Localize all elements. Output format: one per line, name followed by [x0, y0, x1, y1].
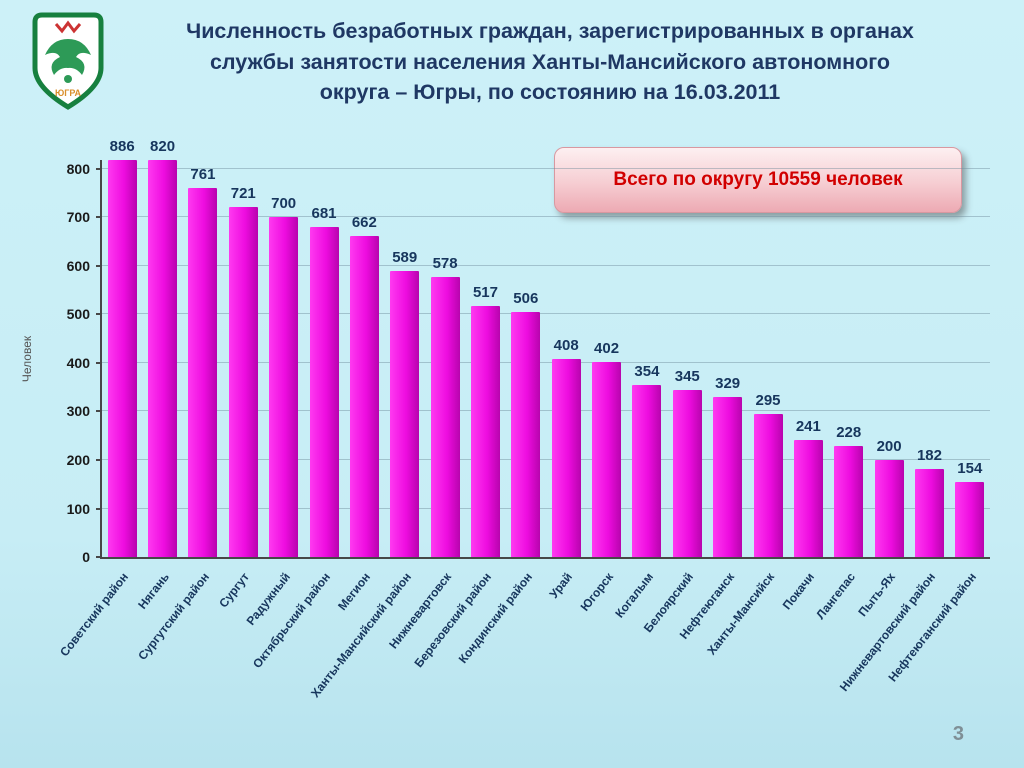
y-tick-mark [96, 507, 102, 510]
bar [430, 276, 460, 557]
bar [511, 311, 541, 557]
bar-value-label: 329 [715, 375, 741, 393]
y-tick-label: 200 [66, 451, 90, 468]
bar-value-label: 241 [795, 418, 821, 436]
bar-value-label: 354 [634, 363, 660, 381]
gridline [102, 361, 990, 363]
svg-text:ЮГРА: ЮГРА [55, 88, 82, 98]
y-tick-label: 700 [66, 209, 90, 226]
bar [592, 362, 622, 557]
bar-value-label: 578 [432, 254, 458, 272]
y-tick-label: 600 [66, 257, 90, 274]
bar-value-label: 295 [755, 391, 781, 409]
bar [551, 359, 581, 557]
y-tick-mark [96, 216, 102, 219]
y-tick-label: 100 [66, 500, 90, 517]
gridline [102, 507, 990, 509]
slide-title-line-1: Численность безработных граждан, зарегис… [186, 19, 914, 43]
bar-value-label: 506 [513, 289, 539, 307]
bar [632, 385, 662, 557]
bar-value-label: 345 [674, 367, 700, 385]
bar [309, 226, 339, 557]
y-tick-mark [96, 556, 102, 558]
bar [349, 235, 379, 557]
gridline [102, 264, 990, 266]
y-tick-mark [96, 458, 102, 461]
bar [793, 440, 823, 557]
bar [107, 160, 137, 557]
bar [834, 446, 864, 557]
y-tick-label: 500 [66, 306, 90, 323]
gridline [102, 410, 990, 412]
slide-title-line-2: службы занятости населения Ханты-Мансийс… [209, 49, 891, 74]
y-tick-label: 400 [66, 354, 90, 371]
bar [390, 271, 420, 557]
slide-title: Численность безработных граждан, зарегис… [118, 16, 982, 108]
plot-area: 0 100 200 300 400 500 600 700 800 886 820 761 721 700… [67, 138, 990, 565]
bar-value-label: 154 [957, 460, 983, 478]
y-tick-mark [96, 361, 102, 364]
y-tick-label: 800 [66, 160, 90, 177]
bar-value-label: 408 [553, 337, 579, 355]
bar-value-label: 200 [876, 437, 902, 455]
y-tick-label: 300 [66, 403, 90, 420]
bar [269, 217, 299, 557]
y-tick-mark [96, 264, 102, 267]
bar [914, 468, 944, 557]
bar-value-label: 700 [271, 195, 297, 213]
bar [713, 397, 743, 557]
bar-value-label: 761 [190, 165, 216, 183]
bar [874, 459, 904, 557]
bar [470, 306, 500, 557]
bar [672, 389, 702, 557]
slide-title-line-3: округа – Югры, по состоянию на 16.03.201… [319, 80, 781, 105]
bar [753, 413, 783, 557]
gridline [102, 313, 990, 315]
gridline [102, 458, 990, 460]
bar-value-label: 681 [311, 204, 337, 222]
bar-value-label: 402 [594, 340, 620, 357]
yugra-coat-of-arms-logo: ЮГРА [32, 12, 104, 110]
bar-value-label: 228 [836, 424, 862, 442]
gridline [102, 216, 990, 218]
bar-value-label: 721 [230, 185, 256, 203]
bar-value-label: 820 [150, 138, 176, 155]
bar-value-label: 886 [109, 138, 135, 155]
bar [228, 207, 258, 557]
bar [955, 482, 985, 557]
bar-value-label: 517 [472, 284, 498, 302]
y-tick-label: 0 [82, 549, 90, 565]
bar [148, 160, 178, 557]
y-tick-mark [96, 167, 102, 170]
y-tick-mark [96, 313, 102, 316]
y-axis-title: Человек [20, 335, 35, 383]
gridline [102, 167, 990, 169]
x-axis-labels: Советский район Нягань Сургутский район Сур… [57, 562, 988, 712]
total-callout-text: Всего по округу 10559 человек [613, 169, 903, 190]
total-callout-box: Всего по округу 10559 человек [554, 147, 962, 213]
bar-value-label: 589 [392, 249, 418, 267]
page-number: 3 [952, 723, 964, 745]
y-tick-mark [96, 410, 102, 413]
bar [188, 187, 218, 557]
bar-value-label: 182 [916, 446, 942, 464]
bar-value-label: 662 [351, 213, 377, 231]
